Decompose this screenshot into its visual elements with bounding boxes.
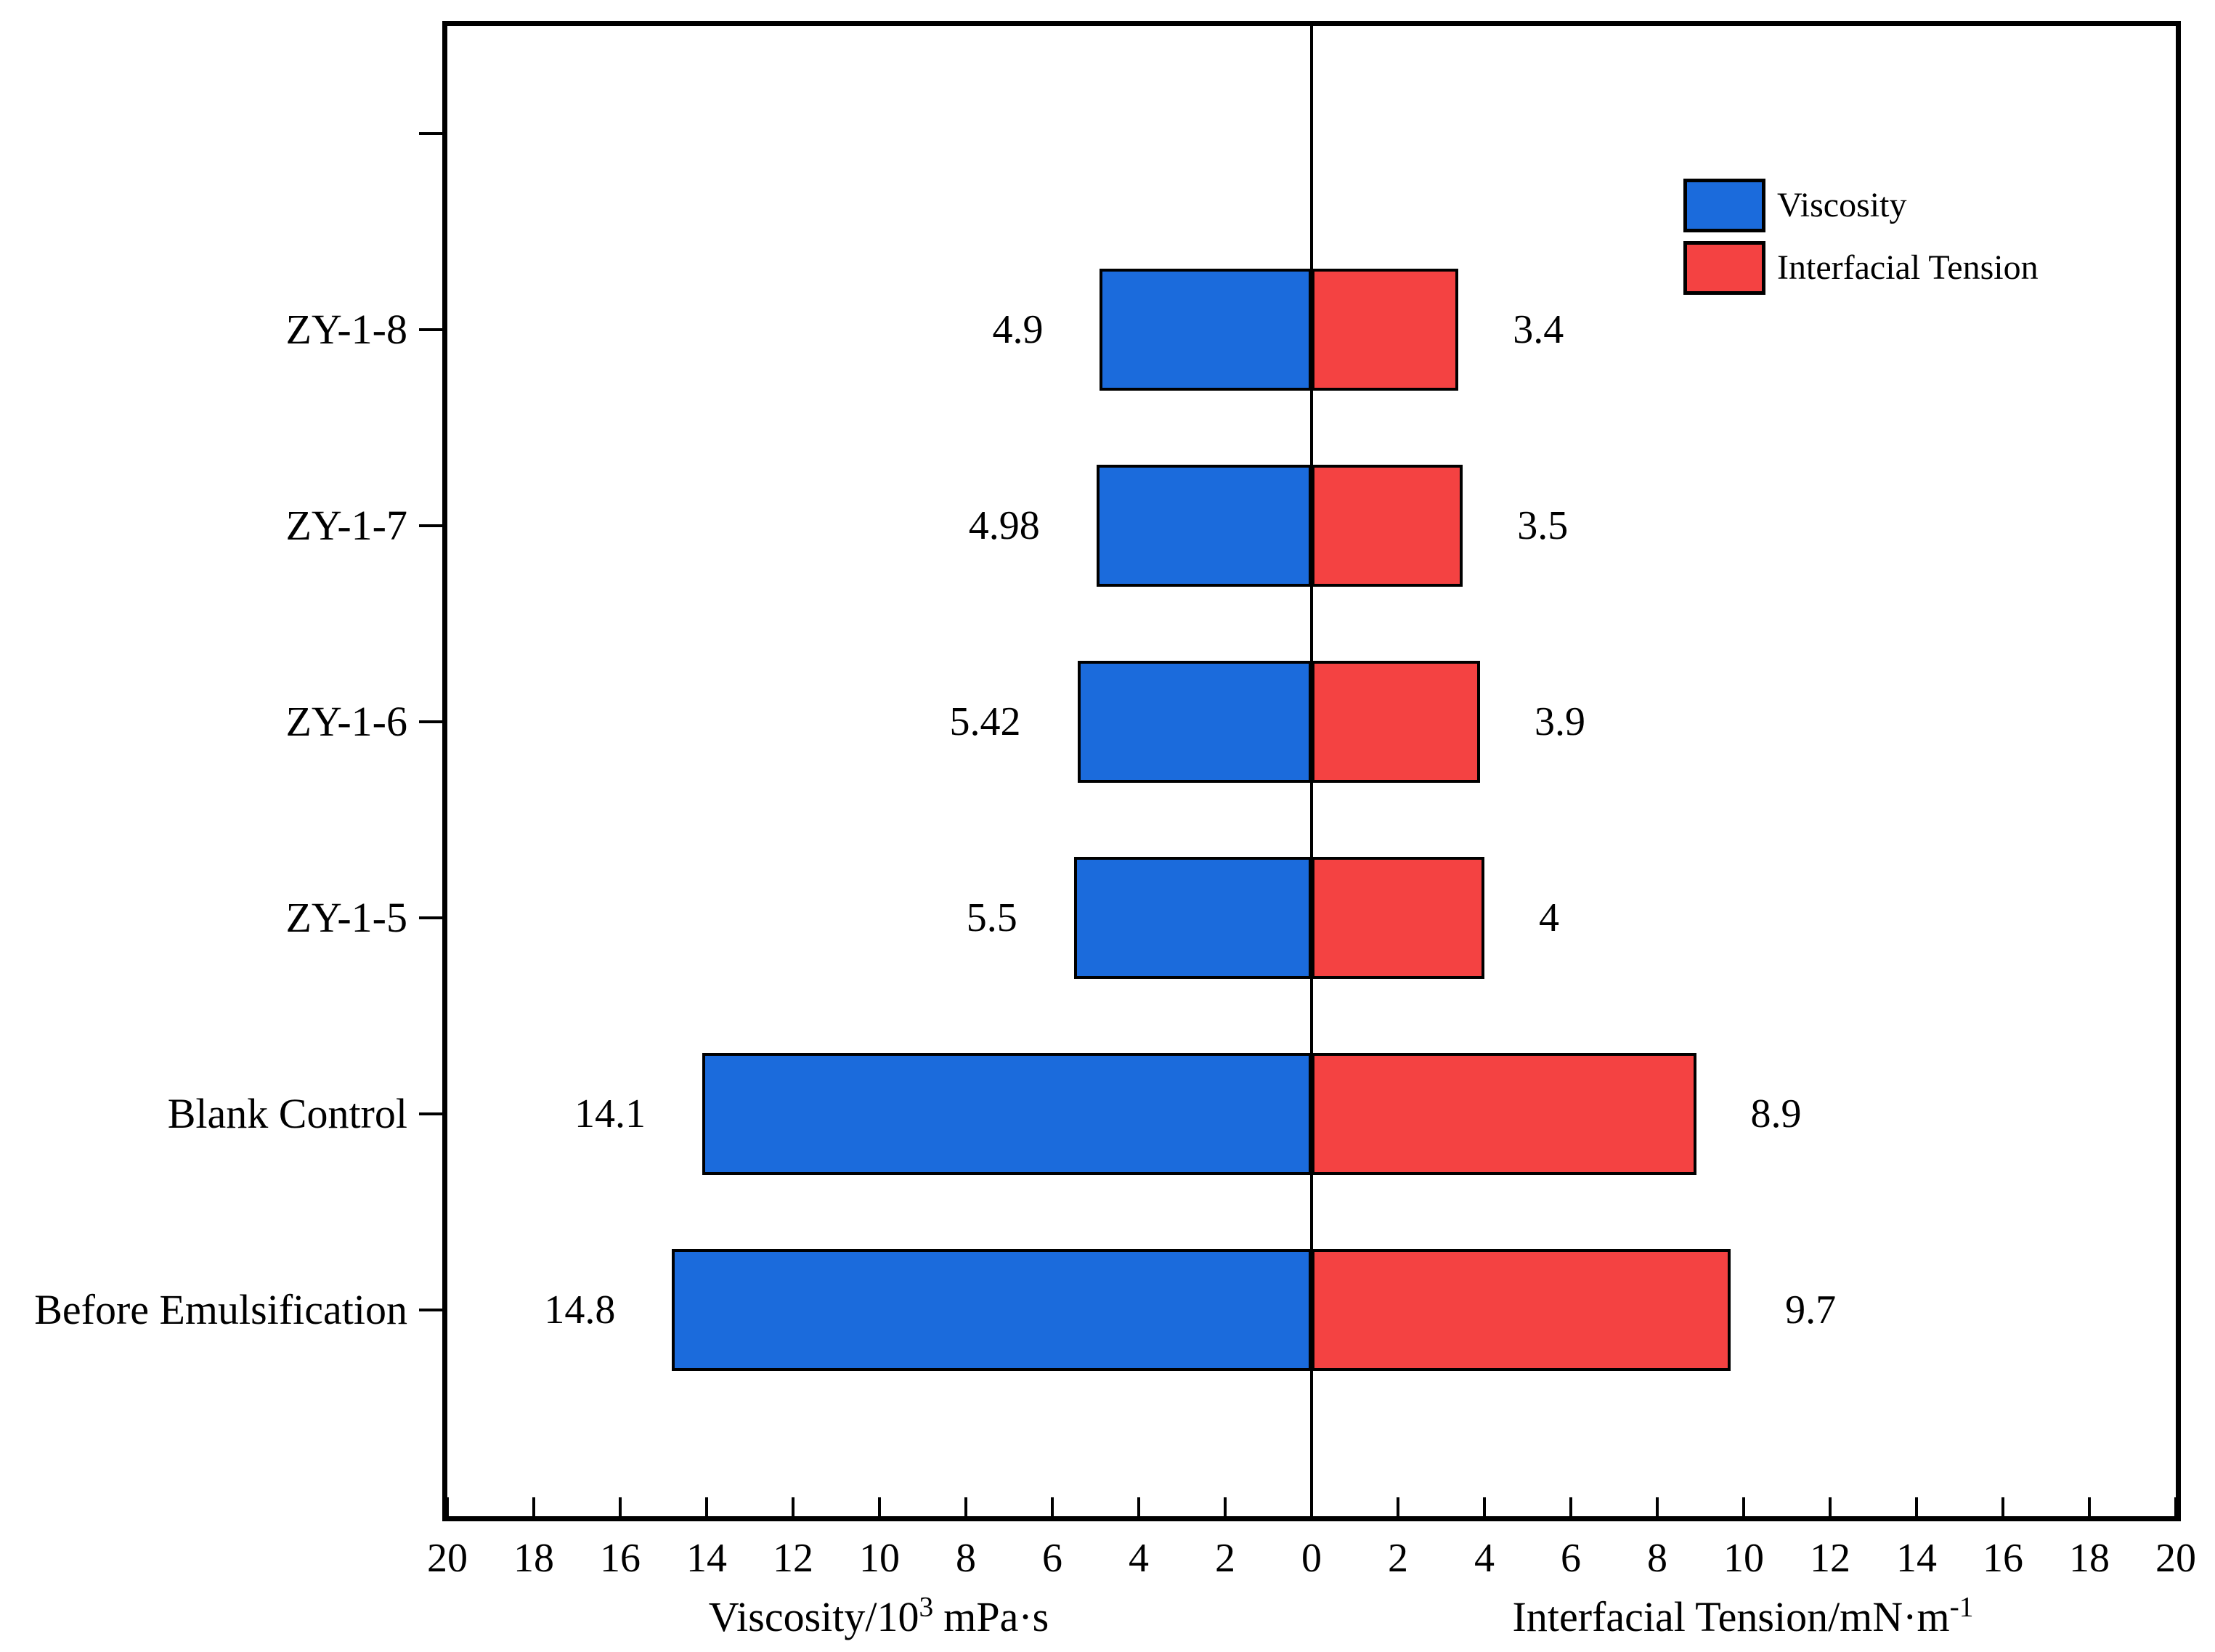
category-label: Before Emulsification: [34, 1286, 407, 1333]
x-axis-tick-label: 16: [600, 1536, 641, 1581]
x-axis-tick: [1829, 1497, 1832, 1516]
bar-interfacial-tension: [1312, 1053, 1696, 1175]
x-axis-tick: [1397, 1497, 1399, 1516]
value-label-viscosity: 4.9: [992, 307, 1044, 352]
legend-swatch-interfacial-tension: [1683, 241, 1765, 295]
bar-viscosity: [1077, 661, 1312, 783]
x-axis-tick-label: 18: [2069, 1536, 2110, 1581]
category-label: Blank Control: [167, 1090, 407, 1137]
value-label-viscosity: 4.98: [968, 503, 1040, 548]
x-axis-tick: [2088, 1497, 2091, 1516]
x-axis-tick-label: 4: [1129, 1536, 1149, 1581]
bar-interfacial-tension: [1312, 661, 1481, 783]
bar-interfacial-tension: [1312, 465, 1463, 587]
x-axis-tick-label: 10: [859, 1536, 900, 1581]
bar-interfacial-tension: [1312, 1249, 1731, 1371]
value-label-viscosity: 5.5: [966, 895, 1017, 940]
y-axis-tick: [419, 1309, 445, 1311]
x-axis-tick-label: 16: [1983, 1536, 2023, 1581]
y-axis-tick: [419, 524, 445, 527]
x-axis-tick-label: 6: [1042, 1536, 1062, 1581]
value-label-interfacial-tension: 9.7: [1785, 1287, 1837, 1332]
x-axis-tick: [619, 1497, 622, 1516]
x-axis-tick-label: 12: [773, 1536, 813, 1581]
legend: Viscosity Interfacial Tension: [1683, 179, 2039, 295]
x-axis-title-right-base: Interfacial Tension/mN·m: [1512, 1593, 1950, 1640]
bar-viscosity: [1096, 465, 1312, 587]
bar-interfacial-tension: [1312, 857, 1484, 979]
x-axis-tick: [705, 1497, 708, 1516]
x-axis-tick: [1656, 1497, 1659, 1516]
value-label-viscosity: 14.1: [574, 1091, 646, 1136]
y-axis-tick: [419, 328, 445, 331]
value-label-viscosity: 14.8: [544, 1287, 616, 1332]
x-axis-tick: [1224, 1497, 1227, 1516]
legend-label-interfacial-tension: Interfacial Tension: [1777, 248, 2039, 287]
x-axis-tick: [1137, 1497, 1140, 1516]
legend-item-interfacial-tension: Interfacial Tension: [1683, 241, 2039, 295]
x-axis-tick: [2174, 1497, 2177, 1516]
x-axis-tick-label: 10: [1723, 1536, 1764, 1581]
x-axis-tick: [1915, 1497, 1918, 1516]
category-label: ZY-1-5: [285, 894, 407, 941]
x-axis-tick: [1310, 1497, 1313, 1516]
x-axis-title-left-sup: 3: [919, 1590, 934, 1623]
legend-label-viscosity: Viscosity: [1777, 186, 1907, 224]
y-axis-tick: [419, 1112, 445, 1115]
x-axis-tick-label: 2: [1215, 1536, 1235, 1581]
bar-viscosity: [1100, 269, 1312, 391]
x-axis-tick: [964, 1497, 967, 1516]
x-axis-title-left-unit: mPa·s: [943, 1593, 1049, 1640]
x-axis-tick: [532, 1497, 535, 1516]
bar-viscosity: [1073, 857, 1312, 979]
x-axis-tick-label: 20: [427, 1536, 468, 1581]
y-axis-tick: [419, 720, 445, 723]
x-axis-tick: [1742, 1497, 1745, 1516]
x-axis-tick-label: 2: [1388, 1536, 1408, 1581]
bar-viscosity: [672, 1249, 1312, 1371]
x-axis-tick: [446, 1497, 449, 1516]
y-axis-tick: [419, 916, 445, 919]
x-axis-tick-label: 14: [686, 1536, 727, 1581]
x-axis-tick-label: 18: [513, 1536, 554, 1581]
x-axis-tick: [792, 1497, 794, 1516]
x-axis-tick-label: 4: [1474, 1536, 1495, 1581]
category-label: ZY-1-6: [285, 698, 407, 745]
x-axis-tick: [1483, 1497, 1486, 1516]
x-axis-title-right-sup: -1: [1949, 1590, 1974, 1623]
legend-swatch-viscosity: [1683, 179, 1765, 232]
value-label-interfacial-tension: 3.9: [1535, 699, 1586, 744]
x-axis-title-right: Interfacial Tension/mN·m-1: [1512, 1592, 1974, 1640]
bar-interfacial-tension: [1312, 269, 1459, 391]
y-axis-tick: [419, 132, 445, 135]
x-axis-tick: [2001, 1497, 2004, 1516]
x-axis-tick: [1569, 1497, 1572, 1516]
x-axis-tick-label: 8: [956, 1536, 976, 1581]
value-label-interfacial-tension: 8.9: [1750, 1091, 1802, 1136]
x-axis-title-left: Viscosity/103 mPa·s: [708, 1592, 1049, 1640]
bar-viscosity: [702, 1053, 1312, 1175]
category-label: ZY-1-8: [285, 306, 407, 353]
legend-item-viscosity: Viscosity: [1683, 179, 2039, 232]
x-axis-tick: [1051, 1497, 1054, 1516]
category-label: ZY-1-7: [285, 502, 407, 549]
value-label-interfacial-tension: 3.4: [1513, 307, 1564, 352]
value-label-interfacial-tension: 3.5: [1517, 503, 1569, 548]
x-axis-tick-label: 0: [1301, 1536, 1322, 1581]
x-axis-tick-label: 8: [1647, 1536, 1667, 1581]
x-axis-tick-label: 20: [2155, 1536, 2196, 1581]
x-axis-tick-label: 14: [1896, 1536, 1937, 1581]
x-axis-title-left-base: Viscosity/10: [708, 1593, 919, 1640]
value-label-viscosity: 5.42: [949, 699, 1021, 744]
x-axis-tick-label: 12: [1810, 1536, 1850, 1581]
x-axis-tick-label: 6: [1561, 1536, 1581, 1581]
value-label-interfacial-tension: 4: [1539, 895, 1559, 940]
x-axis-tick: [878, 1497, 881, 1516]
